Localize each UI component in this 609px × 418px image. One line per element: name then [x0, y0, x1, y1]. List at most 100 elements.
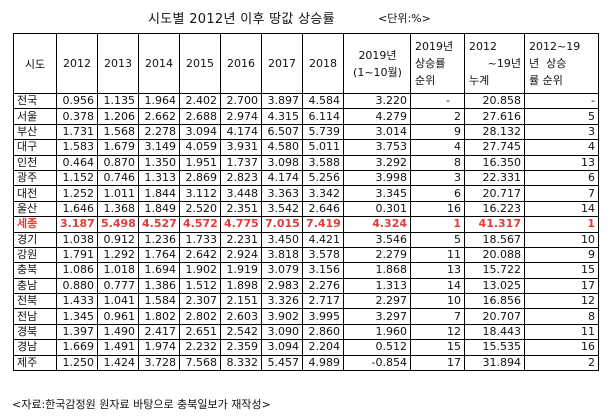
year-value-cell: 4.580: [261, 139, 303, 156]
cumulative-cell: 20.088: [464, 246, 525, 264]
value-2019-cell: 3.297: [343, 308, 411, 325]
year-value-cell: 2.983: [261, 277, 303, 295]
value-2019-cell: 1.868: [343, 262, 411, 279]
header-2019-line1: 2019년: [358, 48, 397, 62]
year-value-cell: 1.568: [97, 123, 139, 141]
cumulative-rank-cell: 15: [524, 262, 599, 279]
cumulative-rank-cell: 11: [524, 323, 599, 341]
year-value-cell: 3.094: [261, 339, 303, 356]
year-value-cell: 1.964: [138, 92, 180, 110]
year-value-cell: 1.252: [56, 185, 98, 202]
year-value-cell: 3.090: [261, 323, 303, 341]
year-value-cell: 0.777: [97, 277, 139, 295]
cumulative-cell: 13.025: [464, 277, 525, 295]
year-value-cell: 1.292: [97, 246, 139, 264]
table-row: 충남 0.880 0.777 1.386 1.512 1.898 2.983 2.276 1.3…: [13, 277, 599, 295]
year-value-cell: 1.733: [179, 231, 221, 248]
table-row: 경남 1.669 1.491 1.974 2.232 2.359 3.094 2.204 0.5…: [13, 339, 599, 356]
year-value-cell: 5.256: [302, 169, 344, 187]
rank-2019-cell: 1: [410, 216, 465, 233]
region-cell: 부산: [13, 123, 57, 141]
year-value-cell: 4.421: [302, 231, 344, 248]
rank-2019-cell: 6: [410, 185, 465, 202]
cumulative-cell: 15.535: [464, 339, 525, 356]
year-value-cell: 1.206: [97, 108, 139, 125]
year-value-cell: 1.584: [138, 293, 180, 310]
region-cell: 광주: [13, 169, 57, 187]
year-value-cell: 3.187: [56, 216, 98, 233]
cumulative-cell: 16.350: [464, 154, 525, 171]
year-value-cell: 6.114: [302, 108, 344, 125]
year-value-cell: 1.433: [56, 293, 98, 310]
table-row: 경북 1.397 1.490 2.417 2.651 2.542 3.090 2.860 1.9…: [13, 323, 599, 341]
year-value-cell: 1.011: [97, 185, 139, 202]
year-value-cell: 2.869: [179, 169, 221, 187]
rank-2019-cell: 7: [410, 308, 465, 325]
header-year: 2017: [261, 33, 303, 94]
year-value-cell: 1.646: [56, 200, 98, 218]
header-cumrank-line3: 률 순위: [529, 74, 563, 87]
header-rank-line1: 2019년: [415, 40, 454, 53]
year-value-cell: 1.250: [56, 354, 98, 372]
value-2019-cell: 0.512: [343, 339, 411, 356]
year-value-cell: 1.694: [138, 262, 180, 279]
cumulative-cell: 27.745: [464, 139, 525, 156]
year-value-cell: 2.823: [220, 169, 262, 187]
year-value-cell: 1.086: [56, 262, 98, 279]
cumulative-rank-cell: 16: [524, 339, 599, 356]
rank-2019-cell: 17: [410, 354, 465, 372]
value-2019-cell: 3.998: [343, 169, 411, 187]
year-value-cell: 1.731: [56, 123, 98, 141]
value-2019-cell: 1.313: [343, 277, 411, 295]
header-year: 2016: [220, 33, 262, 94]
year-value-cell: 1.236: [138, 231, 180, 248]
year-value-cell: 0.464: [56, 154, 98, 171]
rank-2019-cell: 14: [410, 277, 465, 295]
table-row: 인천 0.464 0.870 1.350 1.951 1.737 3.098 3.588 3.2…: [13, 154, 599, 171]
year-value-cell: 3.588: [302, 154, 344, 171]
year-value-cell: 1.669: [56, 339, 98, 356]
cumulative-cell: 41.317: [464, 216, 525, 233]
year-value-cell: 3.897: [261, 92, 303, 110]
table-row: 광주 1.152 0.746 1.313 2.869 2.823 4.174 5.256 3.9…: [13, 169, 599, 187]
table-row: 경기 1.038 0.912 1.236 1.733 2.231 3.450 4.421 3.5…: [13, 231, 599, 248]
region-cell: 전남: [13, 308, 57, 325]
year-value-cell: 5.739: [302, 123, 344, 141]
year-value-cell: 5.498: [97, 216, 139, 233]
year-value-cell: 2.402: [179, 92, 221, 110]
region-cell: 강원: [13, 246, 57, 264]
cumulative-cell: 20.858: [464, 92, 525, 110]
table-row: 세종 3.187 5.498 4.527 4.572 4.775 7.015 7.419 4.3…: [13, 216, 599, 233]
year-value-cell: 1.919: [220, 262, 262, 279]
cumulative-cell: 16.856: [464, 293, 525, 310]
header-cumrank-line2: 년 상승: [529, 57, 567, 70]
value-2019-cell: 3.345: [343, 185, 411, 202]
land-price-table: 시도 2012 2013 2014 2015 2016 2017 2018 20…: [13, 33, 599, 372]
cumulative-rank-cell: 2: [524, 354, 599, 372]
year-value-cell: 5.011: [302, 139, 344, 156]
cumulative-rank-cell: 4: [524, 139, 599, 156]
year-value-cell: 3.450: [261, 231, 303, 248]
year-value-cell: 1.135: [97, 92, 139, 110]
year-value-cell: 3.149: [138, 139, 180, 156]
region-cell: 인천: [13, 154, 57, 171]
year-value-cell: 1.018: [97, 262, 139, 279]
year-value-cell: 3.931: [220, 139, 262, 156]
table-row: 전북 1.433 1.041 1.584 2.307 2.151 3.326 2.717 2.2…: [13, 293, 599, 310]
year-value-cell: 5.457: [261, 354, 303, 372]
rank-2019-cell: 13: [410, 262, 465, 279]
header-year: 2014: [138, 33, 180, 94]
year-value-cell: 2.232: [179, 339, 221, 356]
cumulative-cell: 20.717: [464, 185, 525, 202]
rank-2019-cell: 3: [410, 169, 465, 187]
cumulative-cell: 28.132: [464, 123, 525, 141]
year-value-cell: 1.802: [138, 308, 180, 325]
cumulative-rank-cell: 8: [524, 308, 599, 325]
rank-2019-cell: 16: [410, 200, 465, 218]
year-value-cell: 1.152: [56, 169, 98, 187]
year-value-cell: 2.642: [179, 246, 221, 264]
cumulative-rank-cell: 3: [524, 123, 599, 141]
year-value-cell: 7.015: [261, 216, 303, 233]
year-value-cell: 4.174: [220, 123, 262, 141]
header-region: 시도: [13, 33, 57, 94]
